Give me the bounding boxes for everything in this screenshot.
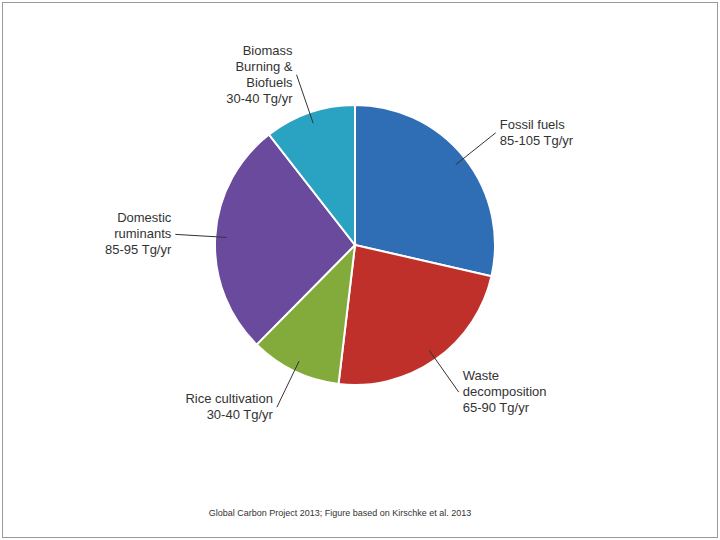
svg-text:Wastedecomposition65-90 Tg/yr: Wastedecomposition65-90 Tg/yr xyxy=(463,368,547,415)
svg-text:BiomassBurning &Biofuels30-40: BiomassBurning &Biofuels30-40 Tg/yr xyxy=(226,43,293,106)
svg-text:Domesticruminants85-95 Tg/yr: Domesticruminants85-95 Tg/yr xyxy=(105,210,172,257)
svg-text:Fossil fuels85-105 Tg/yr: Fossil fuels85-105 Tg/yr xyxy=(500,117,574,148)
svg-text:Rice cultivation30-40 Tg/yr: Rice cultivation30-40 Tg/yr xyxy=(185,391,273,422)
html-text:Global Carbon Project 2013; Fi: Global Carbon Project 2013; Figure based… xyxy=(208,508,472,518)
